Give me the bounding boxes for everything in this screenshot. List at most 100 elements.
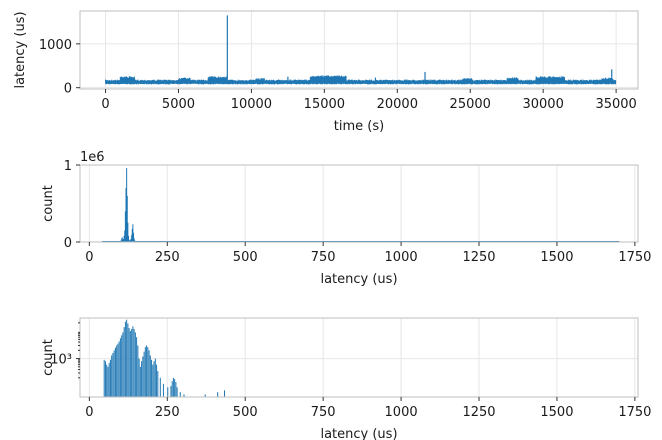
histogram-bar [133, 238, 135, 242]
histogram-bar [117, 343, 119, 397]
y-axis-label: count [41, 185, 56, 222]
x-tick-label: 25000 [450, 97, 491, 112]
histogram-bar [174, 379, 176, 397]
histogram-bar [217, 392, 219, 397]
x-tick-label: 30000 [522, 97, 563, 112]
histogram-bar [133, 328, 135, 397]
y-tick-label: 0 [64, 236, 72, 251]
x-tick-label: 1500 [540, 405, 573, 420]
x-tick-label: 1250 [462, 405, 495, 420]
histogram-bar [124, 230, 126, 242]
histogram-bar [179, 392, 181, 397]
histogram-bar [126, 319, 128, 397]
x-tick-label: 0 [85, 250, 93, 265]
histogram-bar [114, 347, 116, 397]
histogram-bar [224, 390, 226, 397]
histogram-bar [157, 371, 159, 397]
histogram-bar [142, 356, 144, 397]
histogram-bar [131, 328, 133, 397]
histogram-bar [167, 387, 169, 397]
histogram-bar [141, 361, 143, 397]
x-tick-label: 10000 [231, 97, 272, 112]
y-axis-label: latency (us) [13, 11, 28, 88]
x-axis-label: time (s) [334, 119, 384, 134]
latency-histogram-linear: 0 250 500 750 1000 1250 1500 1750 0 1 latency (us)… [41, 150, 651, 287]
x-tick-label: 35000 [595, 97, 636, 112]
histogram-bar [132, 326, 134, 397]
histogram-bar [137, 345, 139, 397]
histogram-bar [107, 366, 109, 397]
histogram-bar [112, 352, 114, 397]
histogram-bar [123, 238, 125, 242]
histogram-bar [143, 351, 145, 397]
histogram-bar [127, 323, 129, 397]
y-tick-label: 1000 [39, 38, 72, 53]
histogram-bar [159, 377, 161, 397]
x-tick-label: 1500 [540, 250, 573, 265]
histogram-bar [172, 377, 174, 397]
histogram-bar [171, 381, 173, 397]
histogram-bar [170, 386, 172, 397]
histogram-bar [126, 195, 128, 242]
histogram-bar [128, 239, 130, 242]
x-tick-label: 1000 [385, 250, 418, 265]
histogram-bar [134, 332, 136, 397]
histogram-bar [122, 239, 124, 242]
histogram-bar [144, 347, 146, 397]
x-tick-label: 1750 [618, 250, 651, 265]
histogram-bar [113, 350, 115, 397]
histogram-bar [176, 387, 178, 397]
histogram-bar [124, 211, 126, 242]
x-axis-label: latency (us) [320, 272, 397, 287]
histogram-bar [132, 224, 134, 242]
plot-area [103, 319, 226, 397]
x-tick-label: 20000 [377, 97, 418, 112]
histogram-bar [136, 337, 138, 397]
x-tick-label: 0 [101, 97, 109, 112]
histogram-bar [151, 359, 153, 397]
histogram-bar [131, 228, 133, 242]
histogram-bar [119, 338, 121, 397]
y-tick-label: 10³ [50, 353, 72, 368]
x-tick-label: 0 [85, 405, 93, 420]
x-tick-label: 15000 [304, 97, 345, 112]
y-axis-label: count [41, 339, 56, 376]
histogram-bar [131, 235, 133, 242]
histogram-bar [149, 355, 151, 397]
x-tick-label: 1250 [462, 250, 495, 265]
plot-area [105, 15, 617, 85]
histogram-bar [128, 235, 130, 242]
histogram-bar [132, 232, 134, 242]
x-tick-label: 250 [155, 405, 180, 420]
histogram-bar [130, 238, 132, 242]
x-tick-label: 1750 [618, 405, 651, 420]
histogram-bar [103, 359, 105, 397]
x-tick-label: 250 [155, 250, 180, 265]
histogram-bar [139, 366, 141, 397]
x-tick-label: 750 [311, 405, 336, 420]
histogram-bar [183, 394, 185, 397]
histogram-bar [152, 364, 154, 397]
histogram-bar [129, 331, 131, 397]
histogram-bar [123, 235, 125, 242]
histogram-bar [104, 361, 106, 397]
histogram-bar [154, 358, 156, 397]
histogram-bar [121, 335, 123, 397]
x-tick-label: 500 [233, 250, 258, 265]
y-offset-label: 1e6 [80, 150, 105, 165]
histogram-bar [108, 362, 110, 397]
y-tick-label: 0 [64, 82, 72, 97]
x-tick-label: 500 [233, 405, 258, 420]
histogram-bar [121, 238, 123, 242]
y-tick-label: 1 [64, 159, 72, 174]
histogram-bar [122, 332, 124, 397]
histogram-bar [175, 382, 177, 397]
histogram-bar [138, 358, 140, 397]
histogram-bar [111, 355, 113, 397]
histogram-bar [124, 321, 126, 397]
histogram-bar [123, 327, 125, 397]
axes-frame [79, 164, 639, 243]
histogram-bar [127, 222, 129, 242]
histogram-bar [146, 345, 148, 397]
